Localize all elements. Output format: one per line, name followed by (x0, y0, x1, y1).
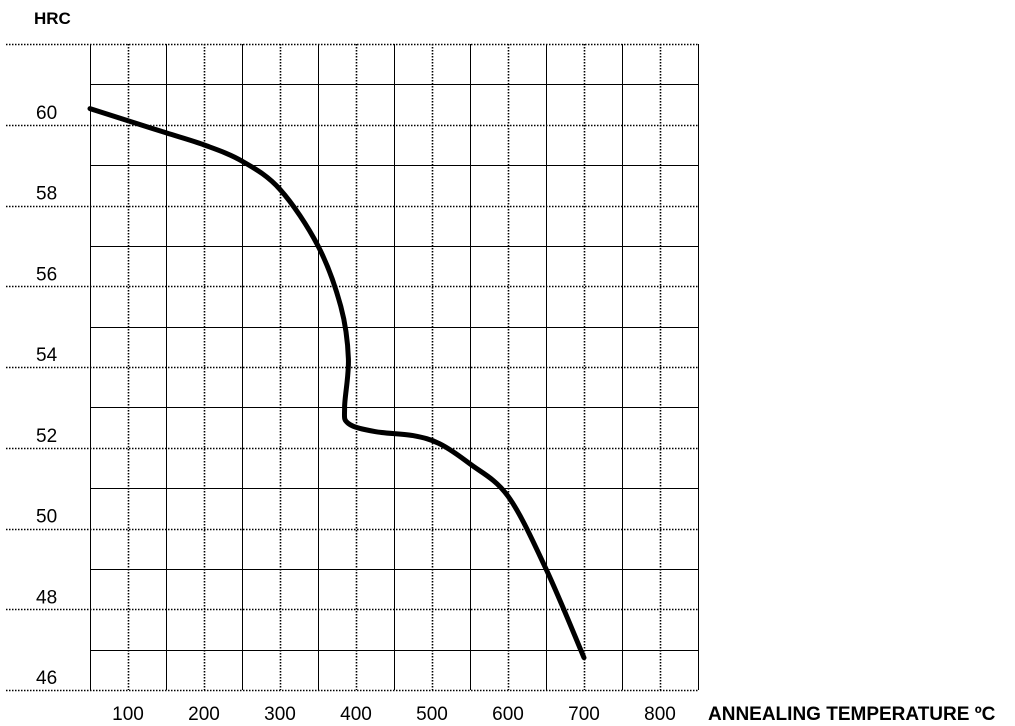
y-tick-label: 50 (36, 507, 57, 528)
x-tick-label: 500 (416, 704, 448, 725)
x-tick-label: 100 (112, 704, 144, 725)
y-tick-label: 52 (36, 426, 57, 447)
y-axis-label: HRC (34, 9, 71, 28)
y-tick-label: 54 (36, 345, 58, 366)
x-tick-label: 400 (340, 704, 372, 725)
y-tick-label: 48 (36, 587, 57, 608)
x-axis-ticks: 100 200 300 400 500 600 700 800 (112, 704, 676, 725)
x-tick-label: 600 (492, 704, 524, 725)
x-tick-label: 800 (644, 704, 676, 725)
y-tick-label: 60 (36, 103, 57, 124)
hardness-curve (87, 106, 587, 661)
y-tick-label: 56 (36, 264, 57, 285)
y-axis-ticks: 46 48 50 52 54 56 58 60 (36, 103, 58, 689)
y-tick-label: 58 (36, 184, 57, 205)
x-tick-label: 300 (264, 704, 296, 725)
x-axis-label: ANNEALING TEMPERATURE ºC (708, 704, 996, 725)
grid (6, 43, 699, 692)
series-layer (87, 106, 587, 661)
x-tick-label: 700 (568, 704, 600, 725)
y-tick-label: 46 (36, 668, 57, 689)
x-tick-label: 200 (188, 704, 220, 725)
